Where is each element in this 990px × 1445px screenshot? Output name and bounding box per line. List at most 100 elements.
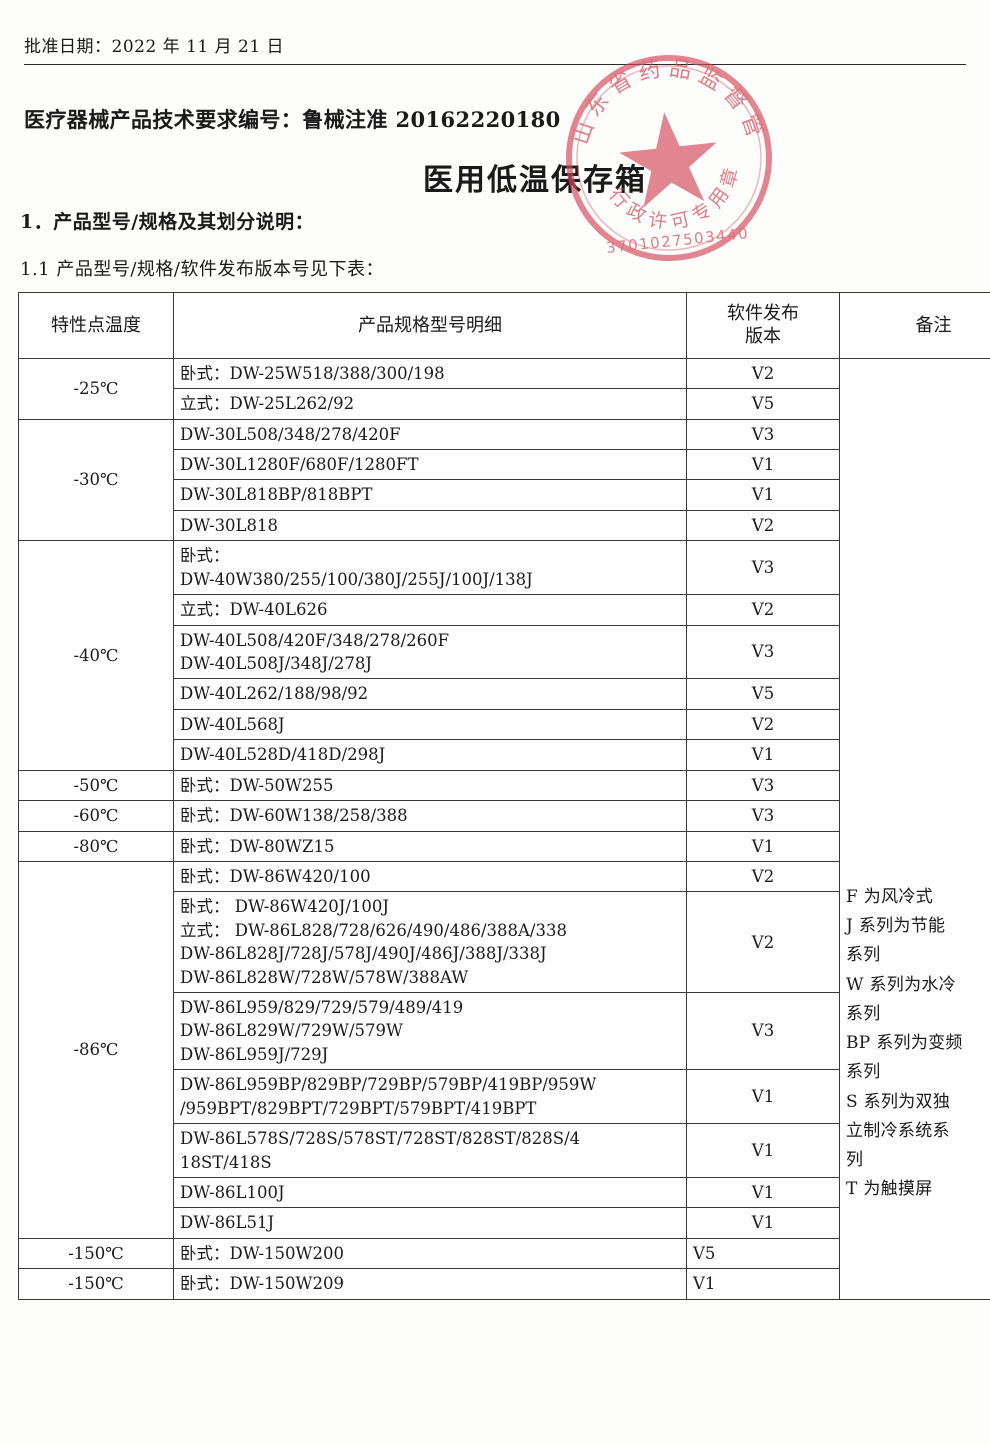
cell-model-detail: DW-30L1280F/680F/1280FT (173, 449, 687, 481)
cell-temperature: -150℃ (18, 1237, 174, 1270)
header-remark: 备注 (839, 292, 990, 359)
cell-temperature: -25℃ (18, 357, 174, 420)
table-header-row: 特性点温度 产品规格型号明细 软件发布 版本 备注 (18, 292, 990, 359)
approval-date-line: 批准日期：2022 年 11 月 21 日 (24, 32, 966, 65)
cell-software-version: V3 (686, 992, 840, 1071)
remark-line: BP 系列为变频 (846, 1033, 963, 1054)
cell-model-detail: DW-30L508/348/278/420F (173, 418, 687, 451)
cell-model-detail: 卧式：DW-150W209 (173, 1268, 687, 1300)
cell-software-version: V2 (686, 594, 840, 626)
cell-software-version: V2 (686, 891, 840, 994)
remark-line: T 为触摸屏 (846, 1179, 933, 1200)
model-line: 卧式： (180, 546, 230, 566)
section-heading-1-1: 1.1 产品型号/规格/软件发布版本号见下表： (20, 259, 384, 280)
cell-software-version: V1 (686, 739, 840, 771)
model-line: 立式：DW-40L626 (180, 600, 328, 620)
table-row: DW-86L959/829/729/579/489/419 DW-86L829W/… (19, 992, 990, 1071)
cell-software-version: V1 (686, 1123, 840, 1179)
cell-temperature: -86℃ (18, 860, 174, 1239)
cell-model-detail: 卧式： DW-40W380/255/100/380J/255J/100J/138J (173, 540, 687, 596)
table-row: DW-40L528D/418D/298J V1 (19, 739, 990, 771)
model-line: 立式：DW-25L262/92 (180, 394, 355, 414)
cell-model-detail: 卧式：DW-50W255 (173, 769, 687, 802)
model-line: DW-30L818 (180, 515, 279, 535)
cell-temperature: -40℃ (18, 540, 174, 771)
model-line: DW-86L100J (180, 1183, 285, 1203)
table-row: DW-86L578S/728S/578ST/728ST/828ST/828S/4… (19, 1123, 990, 1179)
table-row: -40℃ 卧式： DW-40W380/255/100/380J/255J/100J/… (18, 540, 990, 771)
cell-software-version: V3 (686, 769, 840, 802)
page-title: 医用低温保存箱 (423, 163, 647, 198)
cell-temperature: -60℃ (18, 800, 174, 832)
table-row: DW-40L262/188/98/92 V5 (19, 678, 990, 710)
table-row: -86℃ 卧式：DW-86W420/100 V2 (18, 860, 990, 1239)
cell-software-version: V3 (686, 418, 840, 451)
model-line: DW-86L959BP/829BP/729BP/579BP/419BP/959W (180, 1075, 597, 1095)
header-software-version: 软件发布 版本 (686, 292, 840, 359)
cell-model-detail: DW-86L959BP/829BP/729BP/579BP/419BP/959W… (173, 1069, 687, 1125)
cell-software-version: V5 (686, 1237, 840, 1270)
header-software-version-line2: 版本 (745, 326, 781, 348)
cell-remark: F 为风冷式 J 系列为节能 系列 W 系列为水冷 系列 BP 系列为变频 系列 S 系列为双… (839, 357, 990, 1300)
cell-model-detail: 卧式：DW-150W200 (173, 1237, 687, 1270)
table-row: -50℃ 卧式：DW-50W255 V3 (18, 769, 990, 802)
cell-temperature: -150℃ (18, 1268, 174, 1300)
cell-software-version: V1 (686, 449, 840, 481)
model-line: DW-40L508J/348J/278J (180, 654, 372, 673)
model-line: DW-30L508/348/278/420F (180, 424, 401, 444)
table-row: -25℃ 卧式：DW-25W518/388/300/198 V2 F 为风冷式 J 系列… (18, 357, 990, 1300)
section-heading-1: 1．产品型号/规格及其划分说明： (20, 211, 315, 233)
model-line: 卧式：DW-150W209 (180, 1274, 345, 1294)
table-row: DW-30L818 V2 (19, 509, 990, 542)
product-specification-table: 特性点温度 产品规格型号明细 软件发布 版本 备注 -25℃ 卧式：DW-25W5… (18, 292, 990, 1300)
model-line: 卧式：DW-25W518/388/300/198 (180, 363, 445, 383)
cell-temperature: -80℃ (18, 830, 174, 862)
cell-software-version: V2 (686, 860, 840, 893)
model-line: 卧式：DW-60W138/258/388 (180, 806, 408, 826)
header-model-detail: 产品规格型号明细 (173, 292, 687, 359)
cell-software-version: V1 (686, 1207, 840, 1239)
model-line: DW-30L1280F/680F/1280FT (180, 455, 419, 475)
seal-number: 3701027503440 (605, 224, 750, 257)
cell-software-version: V3 (686, 800, 840, 832)
cell-model-detail: DW-40L528D/418D/298J (173, 739, 687, 771)
model-line: DW-40L262/188/98/92 (180, 684, 369, 704)
table-row: -30℃ DW-30L508/348/278/420F V3 (18, 418, 990, 542)
table-row: DW-30L1280F/680F/1280FT V1 (19, 449, 990, 481)
cell-software-version: V2 (686, 357, 840, 390)
cell-software-version: V1 (686, 1069, 840, 1125)
header-software-version-line1: 软件发布 (727, 303, 799, 324)
cell-model-detail: 卧式：DW-86W420/100 (173, 860, 687, 893)
model-line: DW-86L828J/728J/578J/490J/486J/388J/338J (180, 944, 547, 964)
model-line: 卧式：DW-86W420/100 (180, 866, 371, 886)
cell-model-detail: 卧式：DW-80WZ15 (173, 830, 687, 862)
cell-software-version: V3 (686, 624, 840, 680)
model-line: 卧式：DW-80WZ15 (180, 836, 335, 856)
cell-model-detail: DW-30L818BP/818BPT (173, 479, 687, 511)
cell-model-detail: 立式：DW-40L626 (173, 594, 687, 626)
cell-model-detail: 卧式：DW-25W518/388/300/198 (173, 357, 687, 390)
model-line: DW-40L528D/418D/298J (180, 745, 386, 765)
cell-software-version: V5 (686, 678, 840, 710)
technical-requirement-number: 医疗器械产品技术要求编号：鲁械注准 20162220180 (24, 107, 561, 132)
remark-text-block: F 为风冷式 J 系列为节能 系列 W 系列为水冷 系列 BP 系列为变频 系列 S 系列为双… (846, 453, 990, 1205)
cell-model-detail: DW-86L959/829/729/579/489/419 DW-86L829W/… (173, 992, 687, 1071)
remark-line: 立制冷系统系 (846, 1120, 950, 1141)
model-line: DW-86L959J/729J (180, 1044, 329, 1064)
cell-software-version: V3 (686, 540, 840, 596)
model-line: /959BPT/829BPT/729BPT/579BPT/419BPT (180, 1098, 537, 1118)
header-temperature: 特性点温度 (18, 292, 174, 359)
cell-model-detail: DW-86L51J (173, 1207, 687, 1239)
cell-model-detail: 立式：DW-25L262/92 (173, 388, 687, 420)
remark-line: J 系列为节能 (846, 916, 946, 937)
remark-line: 系列 (846, 1003, 881, 1024)
cell-software-version: V2 (686, 509, 840, 542)
table-row: DW-40L508/420F/348/278/260F DW-40L508J/34… (19, 624, 990, 680)
table-row: -150℃ 卧式：DW-150W209 V1 (18, 1268, 990, 1300)
cell-model-detail: DW-40L262/188/98/92 (173, 678, 687, 710)
table-row: 立式：DW-25L262/92 V5 (19, 388, 990, 420)
remark-line: W 系列为水冷 (846, 974, 956, 995)
cell-software-version: V1 (686, 1268, 840, 1300)
cell-temperature: -50℃ (18, 769, 174, 802)
